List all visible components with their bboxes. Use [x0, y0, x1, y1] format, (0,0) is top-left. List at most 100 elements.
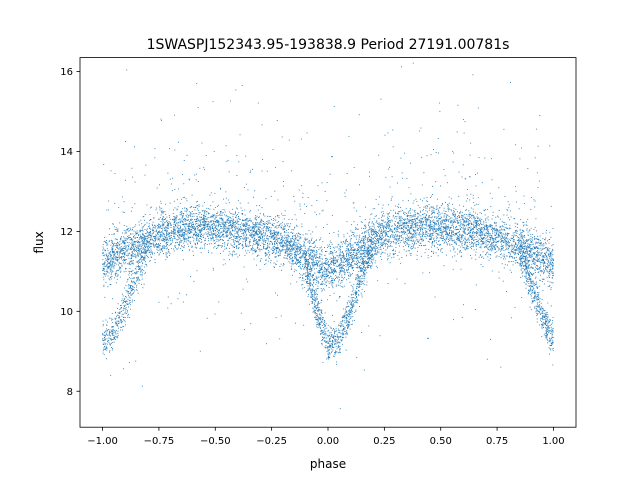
data-point — [244, 225, 246, 227]
data-point — [419, 211, 421, 213]
data-point — [199, 223, 201, 225]
data-point — [209, 229, 211, 230]
data-point — [342, 262, 344, 264]
data-point — [423, 206, 425, 208]
data-point — [546, 277, 548, 279]
data-point — [238, 241, 240, 243]
data-point — [548, 254, 549, 256]
data-point — [125, 237, 127, 239]
data-point — [230, 233, 232, 235]
data-point — [139, 229, 141, 231]
data-point — [498, 249, 499, 251]
data-point — [472, 232, 474, 234]
data-point — [130, 278, 132, 280]
data-point — [476, 225, 478, 227]
data-point — [436, 206, 438, 208]
data-point — [114, 262, 116, 264]
data-point — [288, 226, 290, 228]
data-point — [245, 228, 247, 229]
data-point — [138, 248, 140, 250]
data-point — [241, 243, 243, 245]
data-point — [486, 227, 488, 228]
data-point — [157, 212, 159, 214]
data-point — [287, 223, 289, 225]
data-point — [131, 251, 133, 253]
data-point — [378, 226, 379, 228]
data-point — [258, 236, 260, 238]
data-point — [110, 244, 112, 246]
data-point — [235, 238, 237, 240]
data-point — [406, 228, 407, 230]
data-point — [193, 228, 195, 230]
data-point — [296, 248, 297, 250]
data-point — [167, 241, 169, 243]
data-point — [160, 235, 162, 237]
data-point — [150, 251, 152, 253]
data-point — [519, 230, 521, 232]
data-point — [206, 207, 208, 209]
data-point — [247, 227, 249, 229]
data-point — [374, 231, 376, 232]
data-point — [417, 246, 419, 248]
data-point — [116, 276, 118, 277]
data-point — [402, 237, 404, 239]
data-point — [436, 205, 438, 207]
data-point — [491, 224, 493, 226]
data-point — [455, 213, 457, 215]
data-point — [267, 260, 269, 262]
data-point — [402, 226, 404, 227]
data-point — [259, 222, 261, 224]
data-point — [186, 225, 188, 227]
data-point — [286, 235, 288, 237]
data-point — [329, 264, 331, 266]
data-point — [381, 225, 383, 226]
data-point — [198, 220, 200, 222]
data-point — [151, 235, 153, 237]
data-point — [551, 251, 553, 253]
data-point — [530, 233, 532, 235]
data-point — [508, 238, 510, 240]
data-point — [460, 237, 462, 238]
data-point — [129, 230, 131, 232]
data-point — [215, 227, 216, 228]
data-point — [125, 268, 127, 269]
data-point — [228, 254, 230, 256]
data-point — [481, 238, 482, 240]
data-point — [274, 240, 276, 242]
data-point — [254, 224, 256, 226]
data-point — [356, 244, 358, 246]
data-point — [163, 212, 165, 214]
data-point — [415, 198, 417, 200]
data-point — [184, 207, 186, 209]
data-point — [214, 215, 216, 217]
data-point — [329, 251, 331, 253]
data-point — [272, 231, 274, 233]
data-point — [136, 248, 137, 250]
data-point — [469, 231, 471, 233]
data-point — [134, 268, 136, 270]
data-point — [253, 230, 255, 232]
data-point — [304, 262, 306, 264]
data-point — [151, 243, 152, 245]
data-point — [286, 234, 288, 236]
data-point — [254, 225, 256, 227]
data-point — [255, 250, 257, 252]
data-point — [112, 263, 114, 265]
data-point — [116, 251, 118, 253]
data-point — [146, 235, 148, 237]
data-point — [321, 251, 323, 253]
data-point — [527, 254, 529, 255]
data-point — [211, 252, 213, 254]
data-point — [405, 208, 407, 210]
data-point — [433, 240, 435, 242]
data-point — [343, 255, 345, 257]
data-point — [205, 221, 207, 223]
data-point — [325, 282, 327, 284]
data-point — [194, 213, 196, 215]
data-point — [309, 279, 311, 281]
data-point — [190, 206, 192, 208]
data-point — [128, 228, 130, 230]
data-point — [335, 265, 337, 267]
data-point — [548, 250, 550, 252]
data-point — [369, 218, 371, 220]
